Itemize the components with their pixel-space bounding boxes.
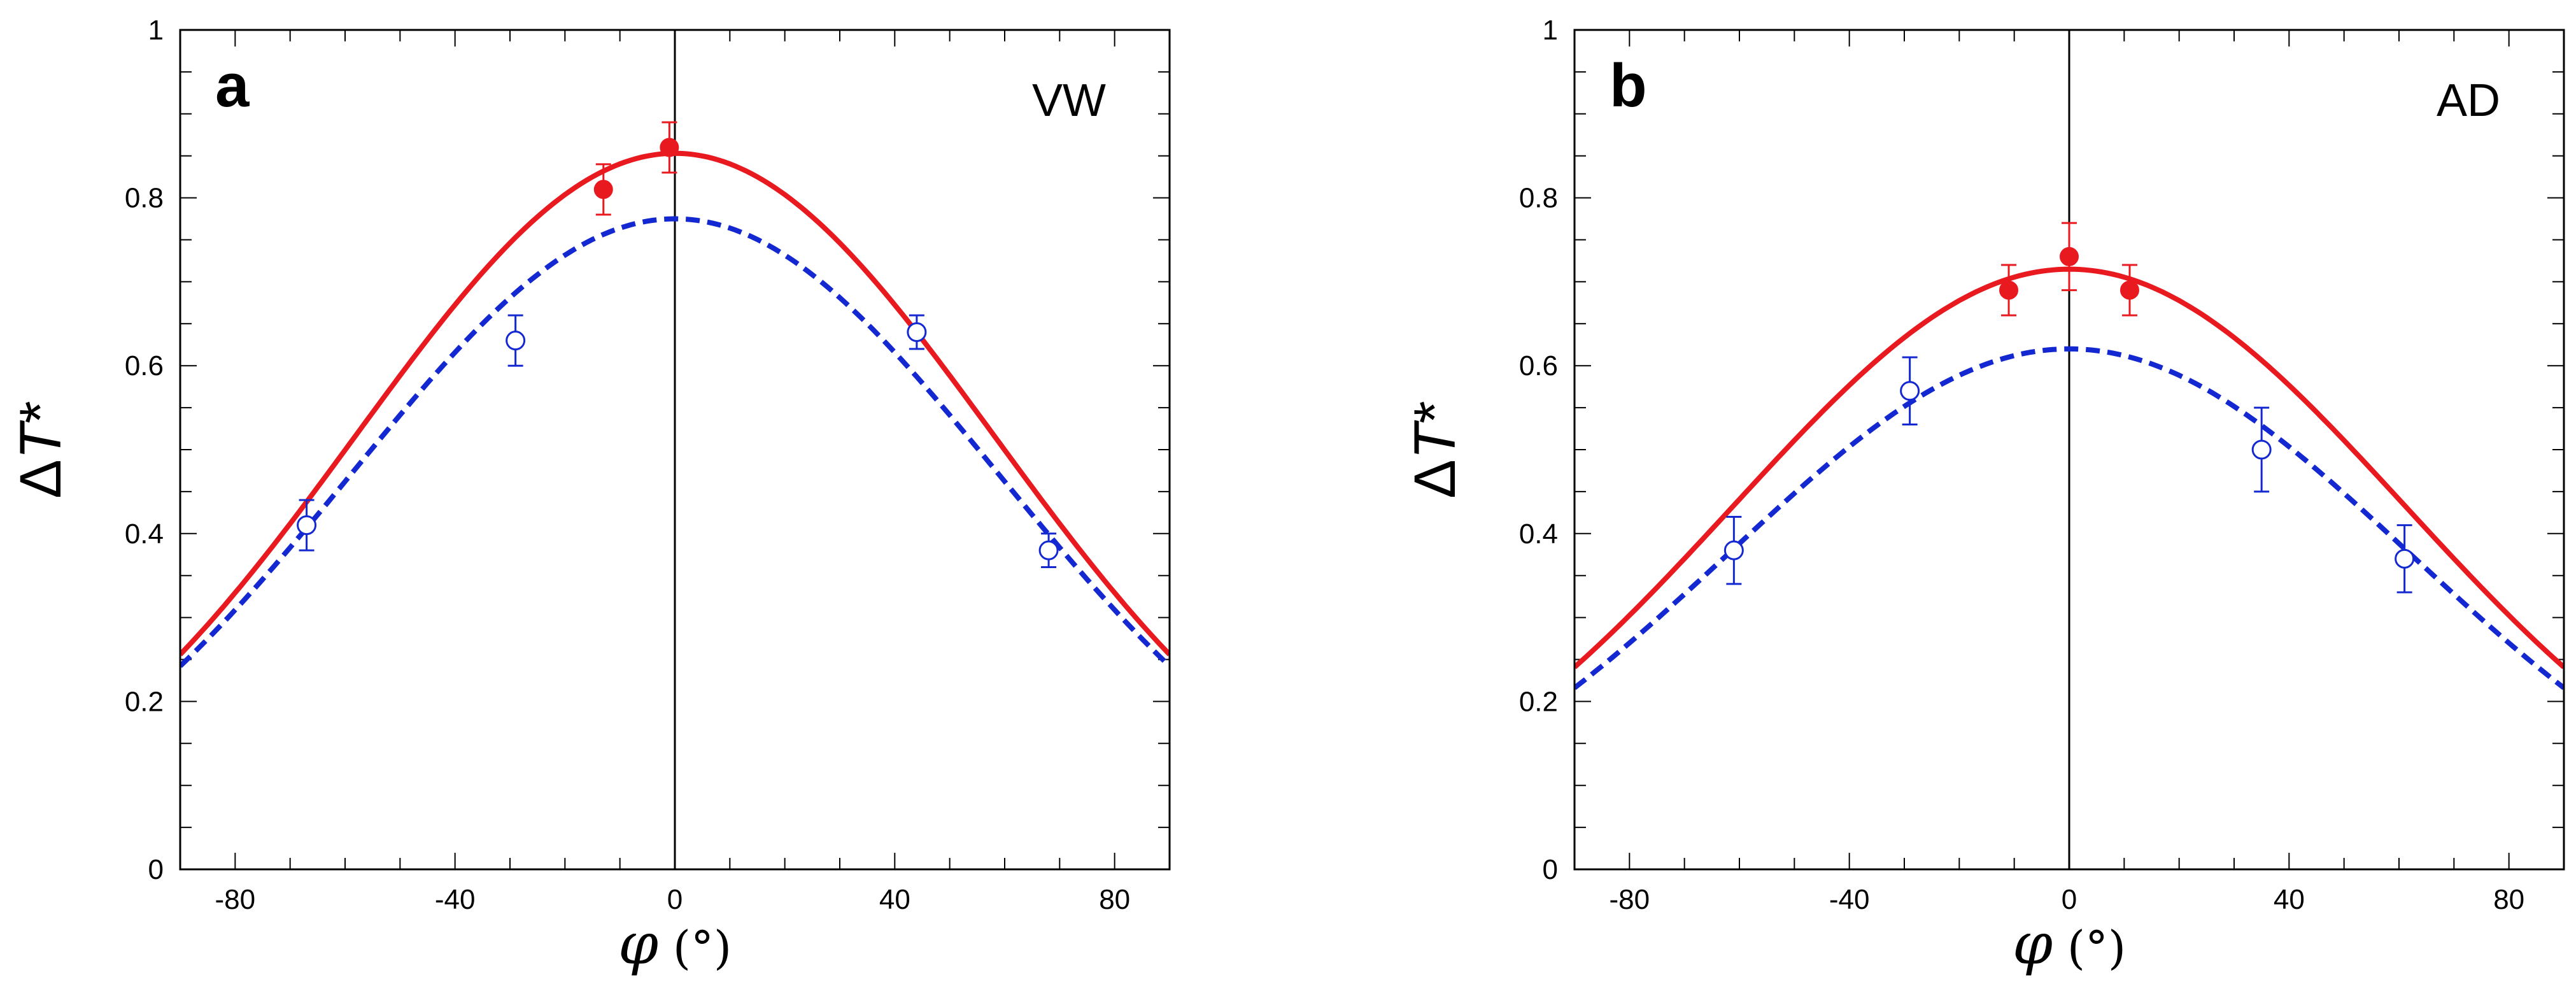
- y-axis-delta: Δ: [8, 459, 73, 498]
- panel-tag: VW: [1032, 75, 1106, 126]
- data-point: [907, 314, 927, 350]
- series-fit-filled: [1575, 222, 2564, 669]
- data-point: [2395, 524, 2415, 594]
- x-axis-label: φ (°): [618, 911, 732, 978]
- data-point: [593, 163, 613, 216]
- y-tick-label: 0.6: [1519, 350, 1558, 381]
- x-tick-label: -80: [215, 884, 256, 915]
- marker-open: [2395, 548, 2415, 569]
- y-axis-suffix: *: [8, 401, 73, 424]
- x-tick-label: 40: [879, 884, 910, 915]
- marker-open: [1900, 381, 1920, 401]
- y-tick-label: 0: [1543, 854, 1558, 885]
- y-tick-label: 0.8: [1519, 183, 1558, 214]
- y-axis-symbol: T: [8, 420, 73, 459]
- x-tick-label: 40: [2274, 884, 2305, 915]
- plot-frame: [179, 29, 1171, 871]
- y-tick-label: 1: [148, 15, 164, 46]
- x-tick-label: 0: [667, 884, 683, 915]
- x-tick-label: 80: [2493, 884, 2524, 915]
- series-fit-open: [1575, 346, 2564, 690]
- data-point: [1900, 356, 1920, 425]
- x-axis-unit: (°): [2053, 921, 2126, 974]
- panel-tag: AD: [2437, 75, 2500, 126]
- y-axis-suffix: *: [1403, 401, 1468, 424]
- y-tick-label: 0.2: [1519, 686, 1558, 717]
- series-fit-filled: [180, 121, 1170, 657]
- x-axis-symbol: φ: [2013, 911, 2053, 978]
- y-axis-label: ΔT*: [8, 401, 73, 498]
- data-point: [2251, 406, 2272, 493]
- data-point: [506, 314, 526, 367]
- marker-open: [1038, 540, 1059, 560]
- y-tick-label: 0.8: [125, 183, 164, 214]
- x-tick-label: -40: [1829, 884, 1870, 915]
- chart-panel-a: -80 -40 0 40 80 0 0.2 0.4 0.6 0.8 1 a VW φ (°) ΔT*: [8, 15, 1171, 978]
- fit-curve-fit-open: [180, 216, 1170, 668]
- panel-letter: b: [1610, 52, 1647, 120]
- y-tick-label: 0.4: [1519, 518, 1558, 550]
- x-axis-label: φ (°): [2013, 911, 2126, 978]
- data-point: [1038, 532, 1059, 569]
- marker-open: [2251, 439, 2272, 460]
- marker-filled: [2060, 246, 2079, 266]
- y-tick-label: 0.6: [125, 350, 164, 381]
- y-tick-label: 1: [1543, 15, 1558, 46]
- x-tick-label: 0: [2062, 884, 2077, 915]
- x-tick-label: -40: [435, 884, 476, 915]
- series-fit-open: [180, 216, 1170, 668]
- x-axis-symbol: φ: [618, 911, 658, 978]
- data-point: [660, 121, 679, 174]
- marker-filled: [1999, 280, 2019, 300]
- x-axis-unit: (°): [658, 921, 732, 974]
- panel-letter: a: [215, 52, 250, 120]
- data-point: [1999, 264, 2019, 317]
- data-point: [1723, 515, 1744, 585]
- y-tick-label: 0.4: [125, 518, 164, 550]
- marker-open: [907, 322, 927, 342]
- y-axis-label: ΔT*: [1403, 401, 1468, 498]
- marker-filled: [2120, 280, 2139, 300]
- x-tick-label: 80: [1099, 884, 1130, 915]
- data-point: [2120, 264, 2139, 317]
- marker-filled: [660, 138, 679, 157]
- data-point: [297, 499, 317, 552]
- marker-open: [506, 331, 526, 351]
- y-tick-label: 0: [148, 854, 164, 885]
- marker-filled: [593, 180, 613, 199]
- y-axis-symbol: T: [1403, 420, 1468, 459]
- data-point: [2060, 222, 2079, 292]
- marker-open: [1723, 540, 1744, 560]
- chart-panel-b: -80 -40 0 40 80 0 0.2 0.4 0.6 0.8 1 b AD φ (°) ΔT*: [1403, 15, 2565, 978]
- y-tick-label: 0.2: [125, 686, 164, 717]
- y-axis-delta: Δ: [1403, 459, 1468, 498]
- marker-open: [297, 515, 317, 536]
- plot-frame: [1573, 29, 2565, 871]
- x-tick-label: -80: [1610, 884, 1650, 915]
